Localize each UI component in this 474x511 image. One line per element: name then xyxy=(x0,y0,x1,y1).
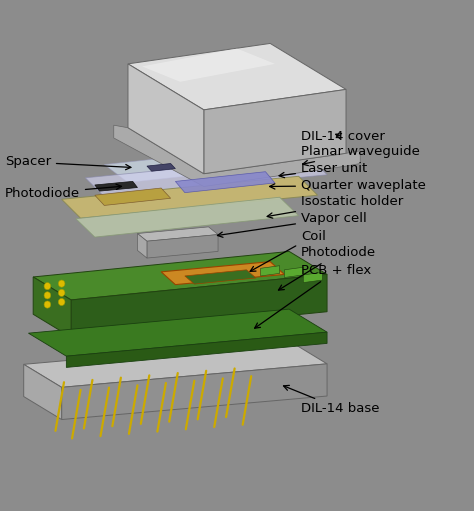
Polygon shape xyxy=(147,164,175,171)
Polygon shape xyxy=(175,172,275,193)
Polygon shape xyxy=(95,188,171,205)
Circle shape xyxy=(44,283,51,290)
Polygon shape xyxy=(284,267,303,277)
Polygon shape xyxy=(137,227,218,241)
Polygon shape xyxy=(261,266,280,276)
Text: Spacer: Spacer xyxy=(5,155,131,170)
Circle shape xyxy=(58,289,65,296)
Polygon shape xyxy=(147,235,218,258)
Text: Laser unit: Laser unit xyxy=(279,162,367,178)
Polygon shape xyxy=(71,274,327,337)
Polygon shape xyxy=(161,262,284,285)
Polygon shape xyxy=(114,125,360,187)
Polygon shape xyxy=(104,144,318,182)
Text: Coil: Coil xyxy=(250,229,326,271)
Text: Photodiode: Photodiode xyxy=(5,184,121,200)
Polygon shape xyxy=(28,309,327,356)
Circle shape xyxy=(58,280,65,287)
Text: Vapor cell: Vapor cell xyxy=(218,212,367,237)
Text: Isostatic holder: Isostatic holder xyxy=(267,195,403,218)
Text: DIL-14 cover: DIL-14 cover xyxy=(301,130,385,144)
Polygon shape xyxy=(62,364,327,420)
Polygon shape xyxy=(85,156,327,197)
Polygon shape xyxy=(66,332,327,367)
Polygon shape xyxy=(128,43,346,110)
Polygon shape xyxy=(76,197,299,237)
Text: Photodiode: Photodiode xyxy=(278,246,376,290)
Circle shape xyxy=(44,301,51,308)
Text: DIL-14 base: DIL-14 base xyxy=(283,385,380,415)
Text: Quarter waveplate: Quarter waveplate xyxy=(270,179,426,192)
Polygon shape xyxy=(24,364,62,420)
Polygon shape xyxy=(204,89,346,174)
Polygon shape xyxy=(33,277,71,337)
Polygon shape xyxy=(24,341,327,387)
Circle shape xyxy=(58,298,65,306)
Polygon shape xyxy=(303,272,322,283)
Polygon shape xyxy=(128,64,204,174)
Text: PCB + flex: PCB + flex xyxy=(255,264,371,328)
Circle shape xyxy=(44,292,51,299)
Polygon shape xyxy=(95,181,137,191)
Polygon shape xyxy=(185,270,256,284)
Polygon shape xyxy=(142,49,275,82)
Polygon shape xyxy=(33,251,327,300)
Polygon shape xyxy=(137,234,147,258)
Text: Planar waveguide: Planar waveguide xyxy=(301,145,420,166)
Polygon shape xyxy=(62,176,318,218)
